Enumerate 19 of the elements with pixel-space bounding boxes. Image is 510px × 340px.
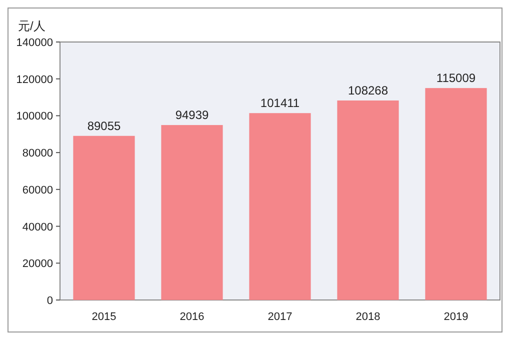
data-label: 94939 xyxy=(175,108,210,122)
x-tick-label: 2016 xyxy=(180,311,204,323)
y-tick-label: 100000 xyxy=(16,110,53,123)
x-tick-label: 2019 xyxy=(444,311,468,323)
y-tick-label: 120000 xyxy=(16,74,53,86)
data-label: 108268 xyxy=(348,83,388,98)
y-tick-label: 0 xyxy=(46,295,53,307)
y-tick-label: 80000 xyxy=(22,148,53,160)
data-label: 101411 xyxy=(260,96,300,110)
x-tick-label: 2015 xyxy=(92,311,116,323)
x-tick-label: 2018 xyxy=(356,311,380,323)
y-tick-label: 40000 xyxy=(22,221,53,234)
x-tick-label: 2017 xyxy=(268,311,292,323)
data-label: 89055 xyxy=(87,118,122,133)
y-tick-label: 140000 xyxy=(16,37,53,49)
y-tick-label: 20000 xyxy=(22,258,53,270)
y-axis-title: 元/人 xyxy=(18,19,46,33)
data-label: 115009 xyxy=(436,71,476,86)
y-tick-label: 60000 xyxy=(22,184,53,196)
